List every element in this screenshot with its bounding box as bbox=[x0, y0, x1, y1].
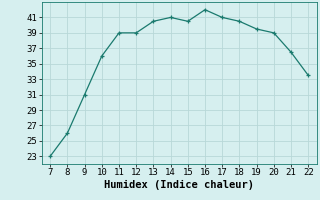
X-axis label: Humidex (Indice chaleur): Humidex (Indice chaleur) bbox=[104, 180, 254, 190]
